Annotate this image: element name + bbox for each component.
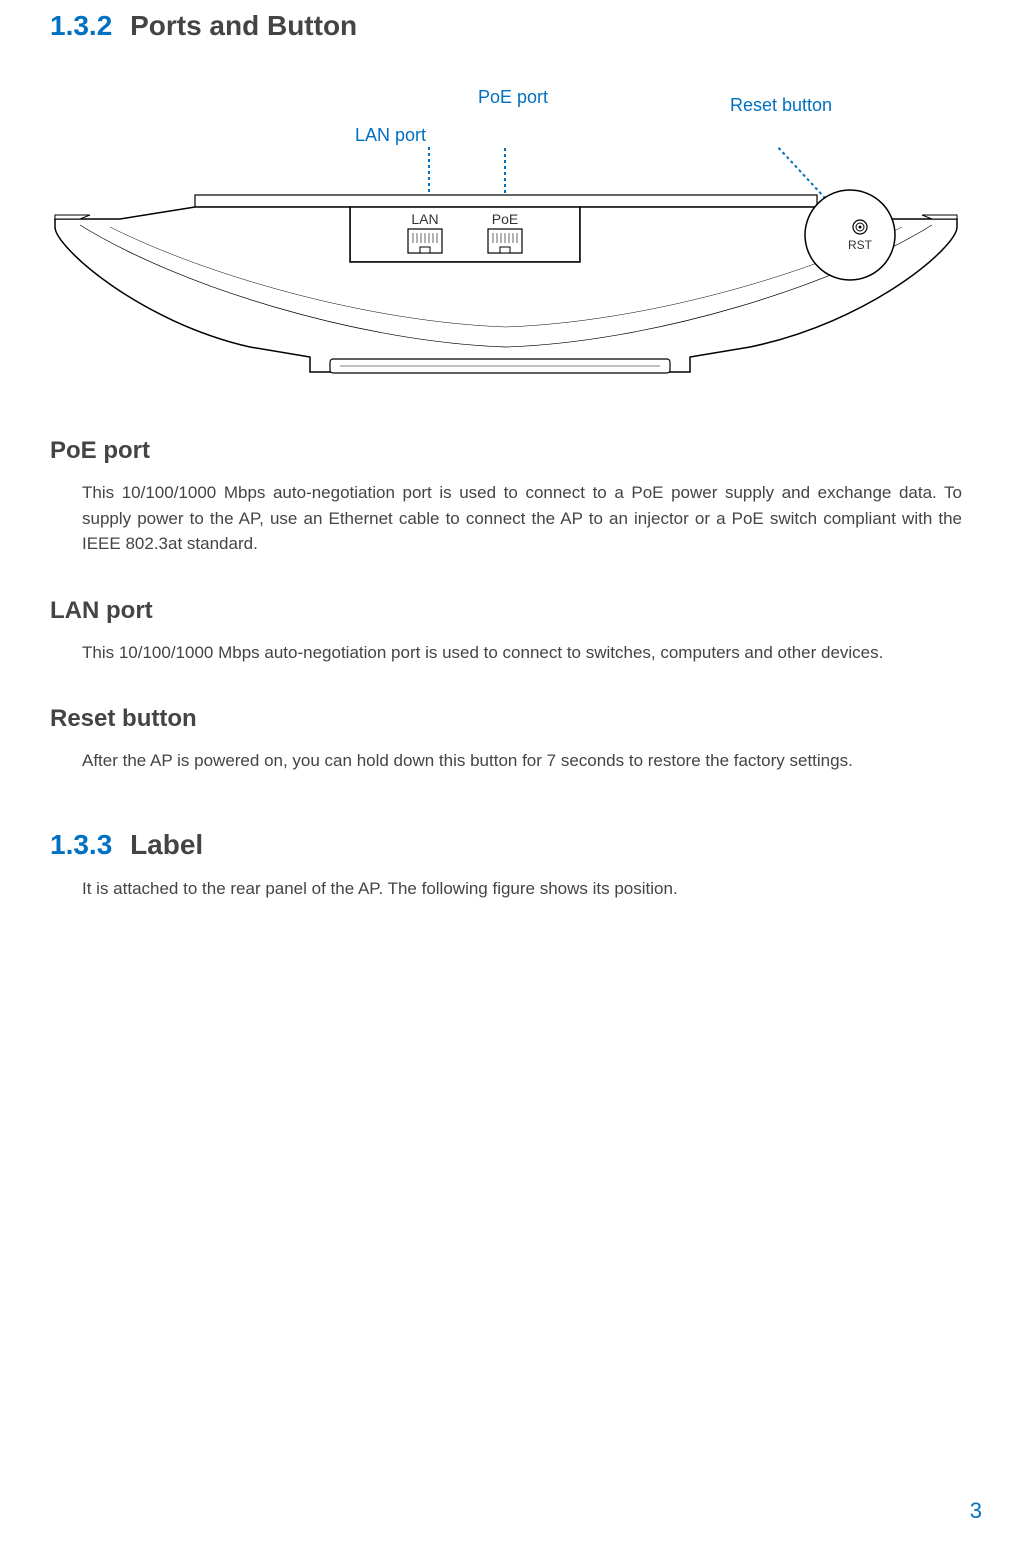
reset-button-body: After the AP is powered on, you can hold…	[82, 748, 962, 774]
lan-label: LAN	[411, 211, 438, 227]
section-heading-1-3-3: 1.3.3 Label	[50, 829, 962, 861]
section-title-2: Label	[130, 829, 203, 860]
poe-port-callout: PoE port	[478, 87, 548, 108]
reset-button-callout: Reset button	[730, 95, 832, 116]
section-title: Ports and Button	[130, 10, 357, 41]
section-heading-1-3-2: 1.3.2 Ports and Button	[50, 10, 962, 42]
reset-button-heading: Reset button	[50, 705, 962, 733]
poe-port-heading: PoE port	[50, 437, 962, 465]
poe-port-body: This 10/100/1000 Mbps auto-negotiation p…	[82, 480, 962, 557]
device-illustration: LAN PoE	[50, 147, 962, 407]
lan-port-heading: LAN port	[50, 597, 962, 625]
lan-port-body: This 10/100/1000 Mbps auto-negotiation p…	[82, 640, 962, 666]
section-number: 1.3.2	[50, 10, 112, 41]
page-number: 3	[970, 1498, 982, 1524]
label-intro-body: It is attached to the rear panel of the …	[82, 876, 962, 902]
section-number-2: 1.3.3	[50, 829, 112, 860]
rst-label: RST	[848, 238, 873, 252]
lan-port-callout: LAN port	[355, 125, 426, 146]
ports-diagram: PoE port LAN port Reset button LAN PoE	[50, 57, 962, 397]
poe-label: PoE	[492, 211, 518, 227]
